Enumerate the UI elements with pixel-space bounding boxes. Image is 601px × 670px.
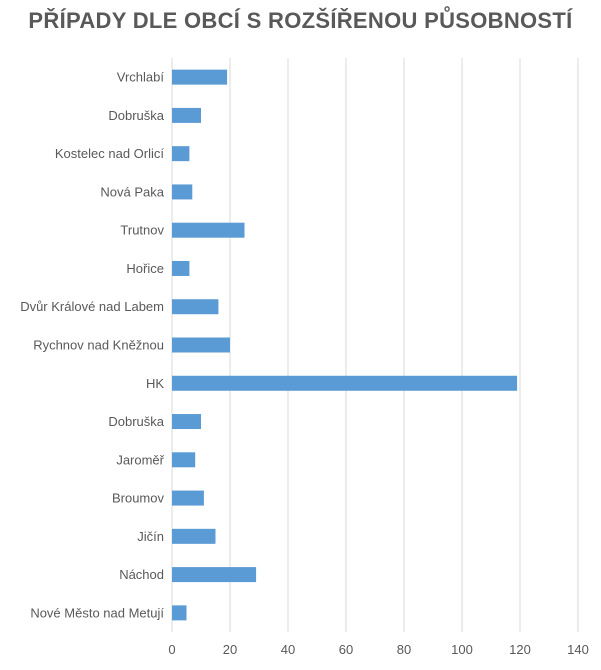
x-tick-labels: 0 20 40 60 80 100 120 140 [168, 642, 588, 657]
bar [172, 528, 216, 544]
category-label: Dobruška [108, 108, 164, 123]
category-label: Trutnov [120, 223, 164, 238]
bar [172, 414, 201, 430]
category-label: Náchod [119, 567, 164, 582]
x-tick-label: 20 [223, 642, 237, 657]
bar [172, 490, 204, 506]
bar [172, 146, 190, 162]
x-tick-label: 0 [168, 642, 175, 657]
chart-title: PŘÍPADY DLE OBCÍ S ROZŠÍŘENOU PŮSOBNOSTÍ [28, 8, 573, 33]
category-label: Broumov [112, 491, 165, 506]
category-label: Hořice [126, 261, 164, 276]
category-labels: Vrchlabí Dobruška Kostelec nad Orlicí Nová … [20, 70, 165, 621]
category-label: Kostelec nad Orlicí [55, 146, 164, 161]
bar [172, 452, 196, 468]
bar [172, 375, 518, 391]
bar [172, 337, 230, 353]
x-tick-label: 40 [281, 642, 295, 657]
category-label: Rychnov nad Kněžnou [33, 338, 164, 353]
category-label: Nové Město nad Metují [30, 605, 164, 620]
category-label: Vrchlabí [117, 70, 165, 85]
category-label: Dobruška [108, 414, 164, 429]
bar [172, 260, 190, 276]
gridlines [171, 58, 579, 632]
x-tick-label: 80 [397, 642, 411, 657]
bar [172, 299, 219, 315]
category-label: Jičín [137, 529, 164, 544]
bar [172, 69, 228, 85]
bar [172, 605, 187, 621]
bars [172, 69, 518, 621]
bar [172, 184, 193, 200]
category-label: HK [146, 376, 164, 391]
category-label: Nová Paka [100, 184, 164, 199]
category-label: Dvůr Králové nad Labem [20, 299, 164, 314]
x-tick-label: 120 [509, 642, 531, 657]
bar [172, 567, 257, 583]
x-tick-label: 60 [339, 642, 353, 657]
bar [172, 107, 201, 123]
x-tick-label: 100 [451, 642, 473, 657]
x-tick-label: 140 [567, 642, 589, 657]
bar [172, 222, 245, 238]
category-label: Jaroměř [116, 452, 164, 467]
